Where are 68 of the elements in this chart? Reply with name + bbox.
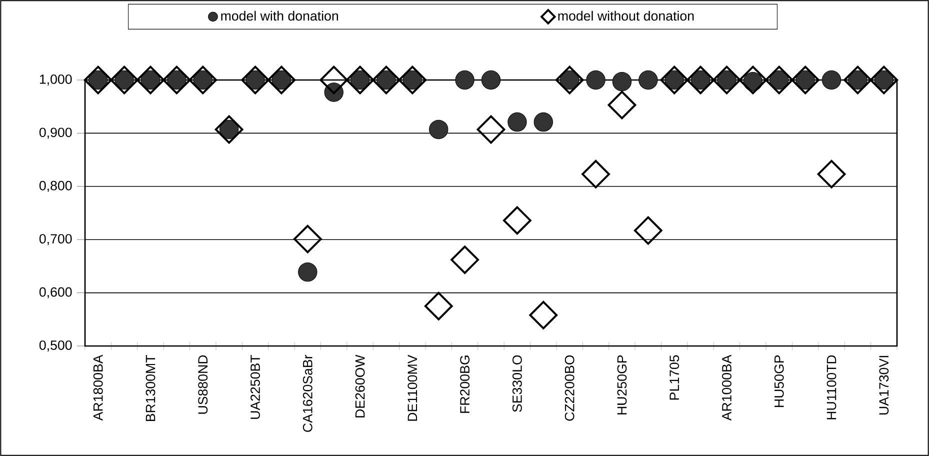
x-tick-label: HU1100TD [826,355,836,420]
point [293,224,322,254]
point [634,216,662,245]
y-tick-label: 0,800 [39,180,72,192]
x-tick-label: AR1800BA [93,354,103,421]
x-tick-label: AR1000BA [722,354,732,421]
x-tick-label: UA1730VI [879,356,889,414]
point [372,66,400,94]
point [110,66,138,94]
point [870,66,898,94]
point [738,66,768,94]
point [214,115,244,144]
x-tick-label: US880ND [198,355,208,414]
point [608,90,636,120]
point [455,70,474,90]
point [555,66,584,94]
point [817,160,846,188]
point [267,66,296,94]
point [764,66,794,94]
x-tick-label: DE1100MV [408,354,418,421]
legend-label: model with donation [221,10,338,21]
point [791,66,820,94]
point [376,70,396,90]
legend-label: model without donation [558,10,694,21]
point [686,66,715,94]
point [450,246,480,274]
y-tick-label: 0,700 [39,234,72,246]
point [246,70,265,90]
y-tick-label: 0,900 [39,128,72,139]
point [660,66,689,94]
x-tick-label: SE330LO [512,355,522,412]
point [398,66,427,94]
point [241,66,270,94]
point [162,66,191,94]
point [717,70,736,90]
x-tick-label: DE260OW [355,354,365,418]
point [424,292,453,320]
point [136,66,165,94]
x-tick-label: CA1620SaBr [302,354,312,432]
point [612,72,632,92]
x-tick-label: HU250GP [617,355,627,414]
point [712,66,741,94]
y-tick-label: 0,600 [39,287,72,298]
point [84,66,112,94]
point [298,262,318,282]
point [476,115,506,144]
point [429,120,448,140]
point [529,300,558,330]
y-tick-label: 1,000 [40,74,72,86]
x-tick-label: FR200BG [460,356,470,413]
point [502,206,532,235]
point [582,160,610,188]
point [188,66,218,94]
point [320,66,348,94]
point [346,66,374,94]
x-tick-label: PL1705 [670,355,680,400]
point [534,112,553,132]
y-tick-label: 0,500 [39,340,72,352]
point [822,70,842,90]
x-tick-label: UA2250BT [250,355,260,419]
point [638,70,658,90]
x-tick-label: HU50GP [774,355,784,407]
point [508,112,527,132]
x-tick-label: CZ2200BO [564,355,574,421]
point [586,70,606,90]
x-tick-label: BR1300MT [146,355,156,422]
point [844,66,872,94]
point [481,70,501,90]
